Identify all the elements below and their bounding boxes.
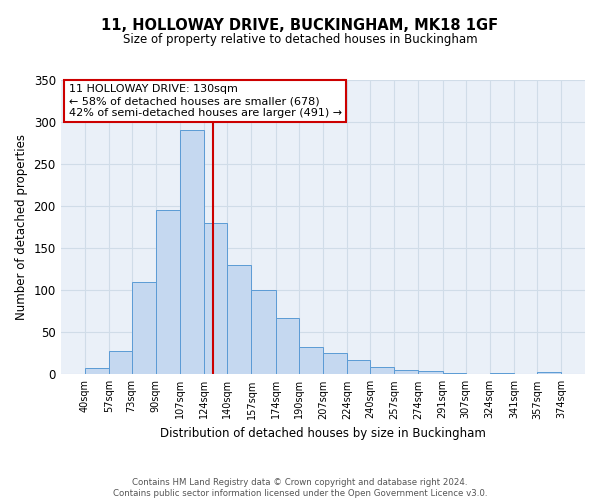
- Bar: [394, 370, 418, 374]
- Text: 11 HOLLOWAY DRIVE: 130sqm
← 58% of detached houses are smaller (678)
42% of semi: 11 HOLLOWAY DRIVE: 130sqm ← 58% of detac…: [68, 84, 341, 117]
- X-axis label: Distribution of detached houses by size in Buckingham: Distribution of detached houses by size …: [160, 427, 486, 440]
- Bar: [131, 282, 156, 374]
- Y-axis label: Number of detached properties: Number of detached properties: [15, 134, 28, 320]
- Bar: [227, 265, 251, 374]
- Bar: [299, 346, 323, 374]
- Bar: [156, 210, 180, 374]
- Bar: [109, 351, 131, 374]
- Bar: [418, 371, 443, 374]
- Text: 11, HOLLOWAY DRIVE, BUCKINGHAM, MK18 1GF: 11, HOLLOWAY DRIVE, BUCKINGHAM, MK18 1GF: [101, 18, 499, 32]
- Bar: [323, 354, 347, 374]
- Bar: [370, 366, 394, 374]
- Bar: [85, 368, 109, 374]
- Text: Size of property relative to detached houses in Buckingham: Size of property relative to detached ho…: [122, 32, 478, 46]
- Bar: [180, 130, 205, 374]
- Bar: [205, 223, 227, 374]
- Text: Contains HM Land Registry data © Crown copyright and database right 2024.
Contai: Contains HM Land Registry data © Crown c…: [113, 478, 487, 498]
- Bar: [347, 360, 370, 374]
- Bar: [537, 372, 561, 374]
- Bar: [251, 290, 276, 374]
- Bar: [276, 318, 299, 374]
